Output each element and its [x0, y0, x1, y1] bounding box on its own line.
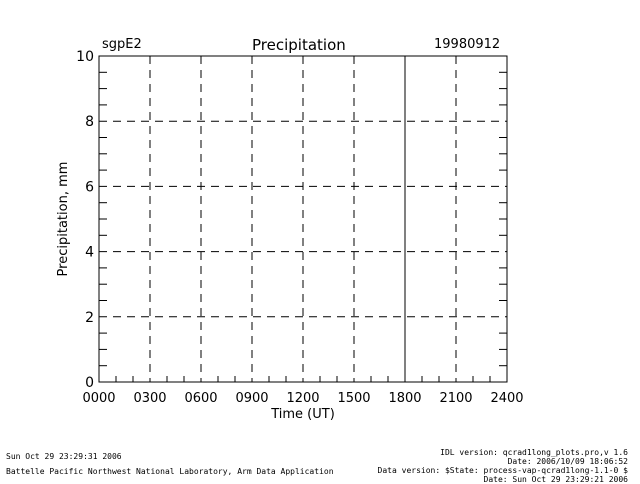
x-tick-label: 2400	[490, 391, 523, 406]
x-tick-label: 2100	[439, 391, 472, 406]
x-tick-label: 1200	[286, 391, 319, 406]
plot-frame	[98, 55, 508, 383]
date-label: 19980912	[434, 37, 501, 52]
y-tick-label: 0	[85, 375, 94, 391]
grid-lines	[99, 56, 507, 382]
x-tick-label: 0900	[235, 391, 268, 406]
chart-title: Precipitation	[252, 36, 346, 54]
y-tick-label: 8	[85, 114, 94, 130]
y-axis-label: Precipitation, mm	[56, 162, 71, 277]
y-tick-label: 6	[85, 179, 94, 195]
footer-version-block: IDL version: qcrad1long_plots.pro,v 1.6 …	[378, 448, 628, 484]
x-tick-label: 1800	[388, 391, 421, 406]
axis-ticks	[99, 71, 507, 382]
x-tick-label: 1500	[337, 391, 370, 406]
y-tick-label: 4	[85, 245, 94, 261]
precipitation-chart: 0000 0300 0600 0900 1200 1500 1800 2100 2400 0 2 4 6…	[56, 49, 524, 422]
data-version: Data version: $State: process-vap-qcrad1…	[377, 466, 628, 475]
x-tick-label: 0000	[82, 391, 115, 406]
footer-institution: Battelle Pacific Northwest National Labo…	[6, 467, 334, 476]
tick-labels: 0000 0300 0600 0900 1200 1500 1800 2100 2400 0 2 4 6…	[76, 49, 523, 406]
y-tick-label: 10	[76, 49, 94, 65]
footer-timestamp: Sun Oct 29 23:29:31 2006	[6, 452, 122, 461]
x-axis-label: Time (UT)	[270, 407, 335, 422]
idl-version: IDL version: qcrad1long_plots.pro,v 1.6	[440, 448, 628, 457]
site-label: sgpE2	[102, 37, 142, 52]
x-tick-label: 0600	[184, 391, 217, 406]
x-tick-label: 0300	[133, 391, 166, 406]
idl-date: Date: 2006/10/09 18:06:52	[507, 457, 628, 466]
y-tick-label: 2	[85, 310, 94, 326]
